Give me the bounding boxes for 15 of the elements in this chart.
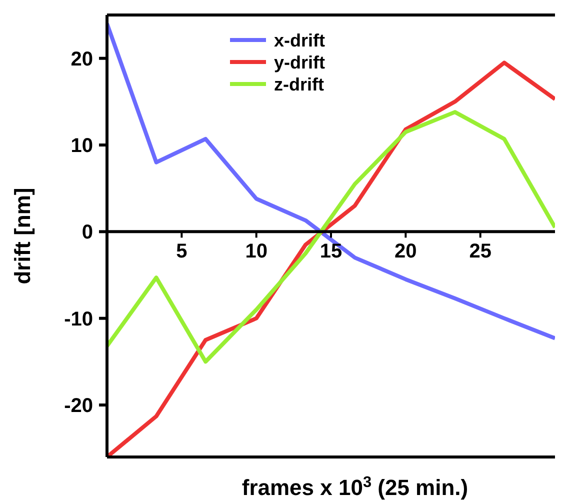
x-tick-label: 20 bbox=[394, 240, 417, 263]
legend-label: z-drift bbox=[274, 74, 324, 94]
y-tick-label: 20 bbox=[70, 48, 93, 70]
x-tick-label: 10 bbox=[245, 240, 268, 263]
y-tick-label: -10 bbox=[64, 308, 93, 330]
x-tick-label: 25 bbox=[469, 240, 492, 263]
x-tick-label: 15 bbox=[320, 240, 342, 263]
y-tick-label: -20 bbox=[64, 395, 93, 417]
x-tick-label: 5 bbox=[176, 240, 188, 263]
y-tick-label: 0 bbox=[82, 222, 93, 244]
legend-label: x-drift bbox=[274, 30, 325, 50]
y-tick-label: 10 bbox=[70, 135, 93, 157]
legend-label: y-drift bbox=[274, 52, 325, 72]
y-axis-title: drift [nm] bbox=[10, 188, 35, 284]
x-axis-title: frames x 10$^{3}$ (25 min.) bbox=[242, 474, 468, 500]
